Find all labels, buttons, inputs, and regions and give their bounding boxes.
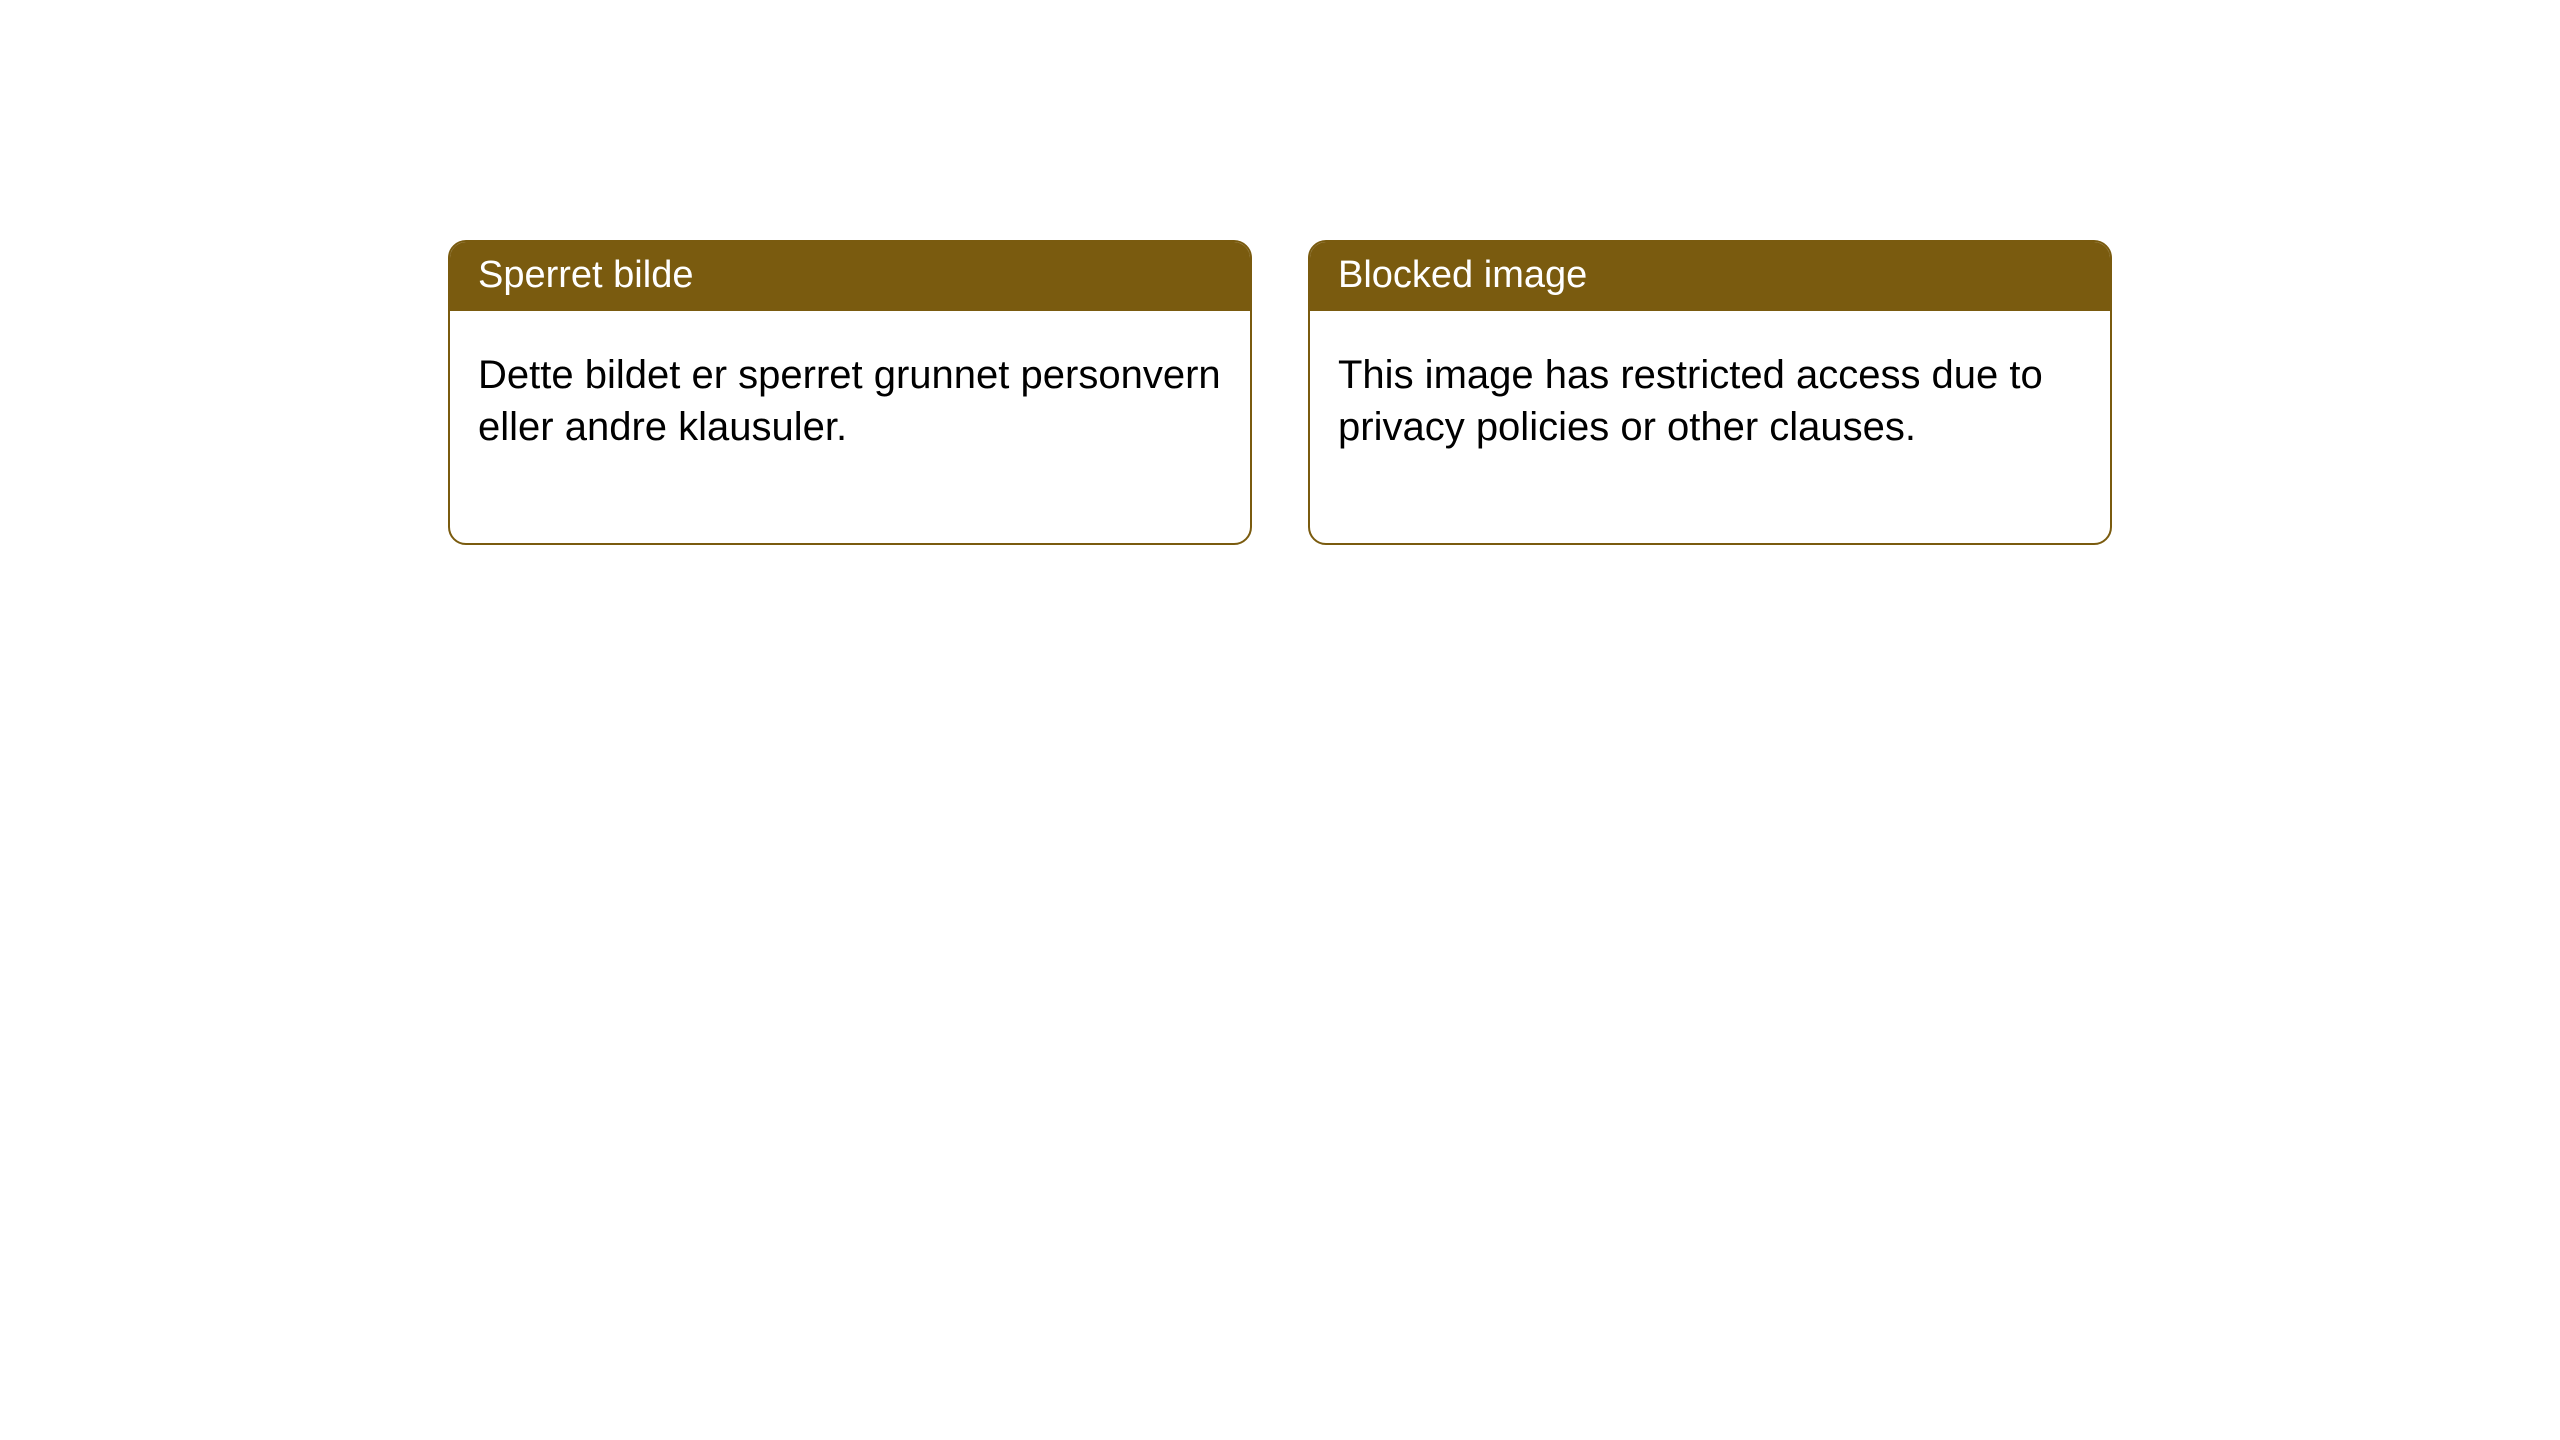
notice-card-title: Sperret bilde [450,242,1250,311]
notice-card-body: Dette bildet er sperret grunnet personve… [450,311,1250,543]
notice-card-norwegian: Sperret bilde Dette bildet er sperret gr… [448,240,1252,545]
notice-card-body: This image has restricted access due to … [1310,311,2110,543]
notice-container: Sperret bilde Dette bildet er sperret gr… [0,0,2560,545]
notice-card-title: Blocked image [1310,242,2110,311]
notice-card-english: Blocked image This image has restricted … [1308,240,2112,545]
